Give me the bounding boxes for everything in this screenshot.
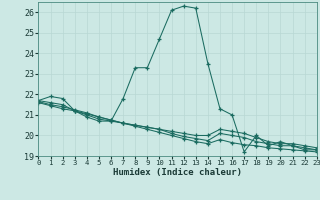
X-axis label: Humidex (Indice chaleur): Humidex (Indice chaleur) bbox=[113, 168, 242, 177]
